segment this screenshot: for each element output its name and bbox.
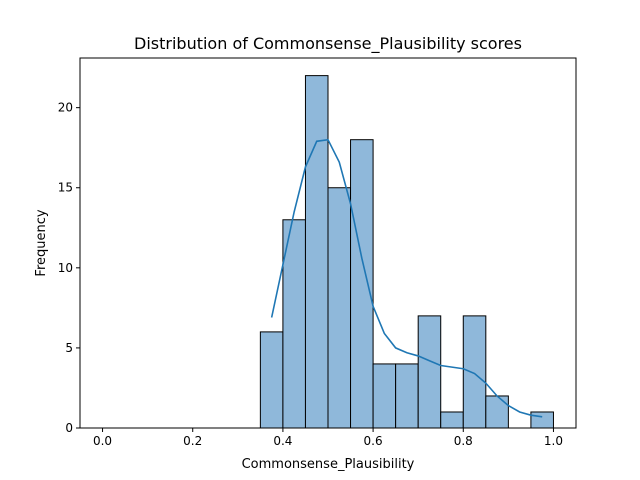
x-tick-label: 0.6 — [364, 434, 383, 448]
x-tick-label: 0.8 — [454, 434, 473, 448]
histogram-bar-10 — [485, 395, 509, 429]
histogram-bar-2 — [304, 75, 329, 429]
y-tick-label: 10 — [58, 261, 73, 275]
histogram-bar-0 — [259, 331, 284, 429]
x-tick-label: 0.4 — [273, 434, 292, 448]
y-tick-label: 20 — [58, 101, 73, 115]
kde-curve — [270, 138, 543, 418]
x-tick-label: 0.0 — [93, 434, 112, 448]
histogram-bar-12 — [530, 411, 554, 429]
plot-area-frame — [79, 57, 577, 429]
y-tick-label: 5 — [65, 341, 73, 355]
x-tick-label: 0.2 — [183, 434, 202, 448]
y-axis-ticks: 0 5 10 15 20 — [58, 101, 80, 435]
chart-title: Distribution of Commonsense_Plausibility… — [134, 34, 522, 54]
histogram-bars — [259, 75, 554, 429]
histogram-bar-7 — [417, 315, 442, 429]
x-tick-label: 1.0 — [544, 434, 563, 448]
histogram-bar-4 — [350, 139, 374, 429]
histogram-bar-9 — [462, 315, 487, 429]
histogram-bar-6 — [395, 363, 419, 429]
y-tick-label: 0 — [65, 421, 73, 435]
y-tick-label: 15 — [58, 181, 73, 195]
x-axis-ticks: 0.0 0.2 0.4 0.6 0.8 1.0 — [93, 428, 563, 448]
histogram-bar-3 — [327, 187, 352, 429]
histogram-bar-8 — [440, 411, 464, 429]
histogram-bar-5 — [372, 363, 397, 429]
y-axis-label: Frequency — [34, 209, 49, 276]
x-axis-label: Commonsense_Plausibility — [242, 457, 415, 472]
